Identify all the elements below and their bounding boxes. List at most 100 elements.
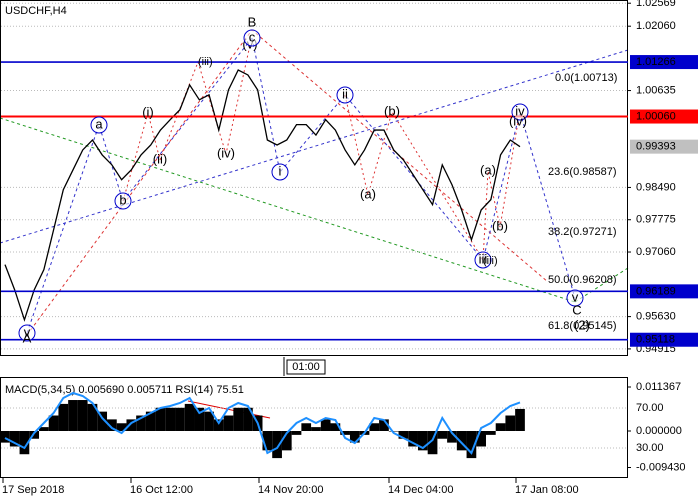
- macd-bar: [145, 411, 156, 432]
- channel-line: [0, 49, 629, 244]
- indicator-panel-frame: [0, 377, 628, 478]
- y-tick-label: 1.02060: [636, 20, 676, 32]
- fib-label: 23.6(0.98587): [548, 166, 617, 178]
- wave-label: (ii): [153, 151, 167, 166]
- wave-label: B: [248, 14, 257, 29]
- projection-line: [574, 267, 629, 303]
- wave-label: (b): [384, 103, 400, 118]
- main-panel-frame: [0, 0, 628, 356]
- y2-tick-label: 70.00: [636, 402, 664, 414]
- wave-label: iv: [515, 103, 525, 118]
- wave-label: (i): [142, 104, 154, 119]
- fib-label: (iii): [198, 56, 213, 68]
- fib-label: 61.8(0.95145): [548, 320, 617, 332]
- macd-bar: [204, 411, 214, 432]
- macd-bar: [388, 431, 399, 432]
- wave-circle: [511, 103, 529, 121]
- price-line: [4, 69, 521, 322]
- time-label-box: [286, 359, 326, 375]
- macd-bar: [408, 431, 418, 447]
- wave-line: [122, 44, 251, 202]
- wave-label: i: [279, 163, 282, 178]
- macd-bar: [437, 431, 448, 439]
- macd-bar: [485, 431, 496, 435]
- macd-bar: [194, 407, 205, 432]
- macd-bar: [155, 407, 166, 432]
- macd-bar: [97, 411, 108, 432]
- macd-trendline: [187, 400, 271, 419]
- macd-bar: [320, 419, 331, 432]
- macd-bar: [301, 423, 312, 432]
- wave-circle: [243, 29, 261, 47]
- current-price-box: [630, 139, 698, 154]
- fib-label: (iii): [483, 255, 498, 267]
- chart-title: USDCHF,H4: [5, 5, 67, 17]
- y-tick-label: 0.97775: [636, 214, 676, 226]
- y2-tick-label: 30.00: [636, 442, 664, 454]
- macd-bar: [223, 415, 234, 432]
- macd-bar: [369, 423, 380, 432]
- level-label-box: [630, 55, 698, 70]
- wave-label: (2): [574, 317, 590, 332]
- macd-bar: [515, 408, 525, 432]
- y-tick-label: 0.97060: [636, 246, 676, 258]
- level-label-box: [630, 332, 698, 347]
- macd-bar: [417, 431, 428, 451]
- wave-circle: [474, 251, 492, 269]
- macd-bar: [19, 431, 30, 455]
- wave-label: (iv): [509, 113, 527, 128]
- level-label-box: [630, 284, 698, 299]
- current-price-label: 0.99393: [636, 141, 676, 153]
- fib-label: 50.0(0.96208): [548, 274, 617, 286]
- wave-label: A: [23, 330, 32, 345]
- y-tick-label: 0.011367: [636, 381, 681, 393]
- time-label: 01:00: [292, 361, 320, 373]
- macd-bar: [466, 431, 477, 459]
- wave-circle: [271, 163, 289, 181]
- level-label: 0.95118: [636, 334, 675, 346]
- macd-bar: [0, 431, 10, 443]
- macd-bar: [39, 427, 49, 432]
- macd-bar: [165, 407, 176, 432]
- level-label: 1.00060: [636, 110, 676, 122]
- macd-bar: [116, 423, 127, 432]
- macd-bar: [136, 415, 146, 432]
- macd-bar: [77, 400, 88, 432]
- macd-bar: [330, 423, 341, 432]
- macd-bar: [233, 407, 244, 432]
- wave-label: C: [572, 302, 581, 317]
- wave-circle: [336, 86, 354, 104]
- macd-bar: [427, 431, 438, 455]
- macd-bar: [68, 400, 78, 432]
- macd-bar: [107, 419, 117, 432]
- wave-lines: [0, 29, 629, 419]
- wave-label: (a): [480, 162, 496, 177]
- x-tick-label: 14 Nov 20:00: [258, 484, 323, 496]
- macd-bar: [175, 407, 185, 432]
- y-tick-label: 0.98490: [636, 181, 676, 193]
- wave-line: [251, 37, 576, 299]
- macd-bar: [58, 403, 69, 432]
- wave-label: b: [119, 192, 126, 207]
- y-tick-label: 1.00635: [636, 84, 676, 96]
- macd-bar: [184, 403, 195, 432]
- wave-circle: [566, 289, 584, 307]
- macd-bar: [476, 431, 486, 447]
- wave-circle: [114, 192, 132, 210]
- indicator-title: MACD(5,34,5) 0.005690 0.005711 RSI(14) 7…: [5, 384, 244, 396]
- wave-label: c: [249, 29, 256, 44]
- wave-label: ii: [342, 86, 348, 101]
- macd-bar: [87, 403, 98, 432]
- y-tick-label: 0.95630: [636, 311, 676, 323]
- y-tick-label: 1.02569: [636, 0, 676, 9]
- channel-line: [0, 117, 576, 303]
- wave-label: a: [95, 116, 103, 131]
- wave-label: (iv): [217, 145, 235, 160]
- macd-bar: [262, 431, 273, 451]
- macd-bar: [291, 431, 302, 435]
- macd-bar: [9, 431, 20, 447]
- macd-bar: [272, 431, 282, 459]
- wave-label: (b): [492, 218, 508, 233]
- macd-bar: [243, 407, 253, 432]
